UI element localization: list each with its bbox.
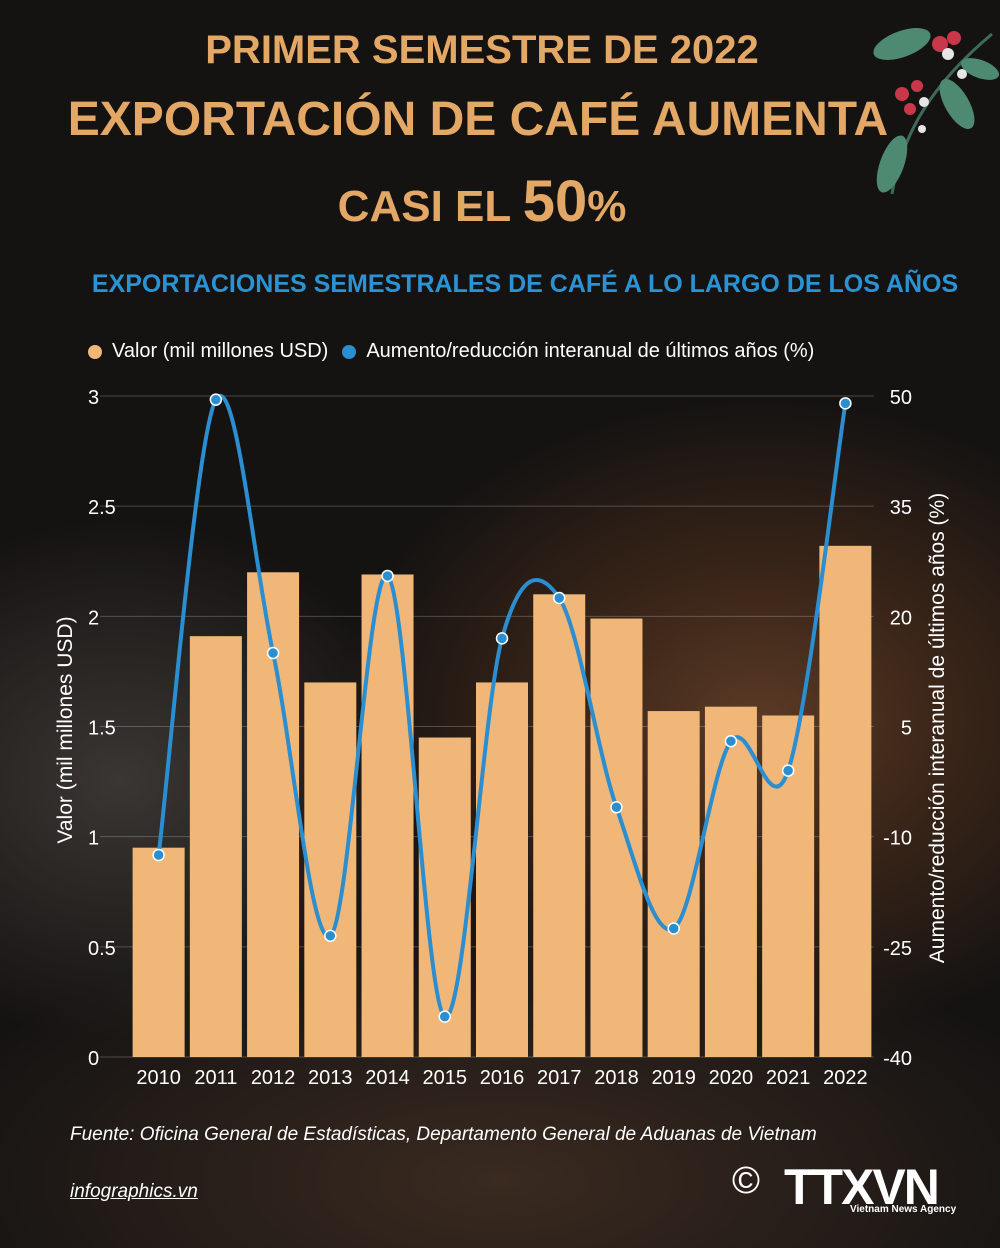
change-point-2021 — [781, 764, 795, 777]
y2-tick-label: 50 — [890, 387, 912, 409]
y-tick-label: 0 — [88, 1048, 99, 1070]
chart-legend: Valor (mil millones USD) Aumento/reducci… — [88, 340, 828, 363]
bar-2020 — [704, 706, 757, 1057]
change-point-2010 — [152, 848, 165, 862]
bar-2017 — [533, 594, 586, 1057]
change-point-2013 — [324, 929, 337, 943]
bar-2015 — [418, 737, 471, 1057]
y2-tick-label: 35 — [890, 497, 912, 519]
headline-line2: EXPORTACIÓN DE CAFÉ AUMENTA — [67, 93, 889, 146]
y2-tick-label: -10 — [883, 828, 912, 850]
legend-label-value: Valor (mil millones USD) — [112, 340, 329, 362]
change-point-2018 — [610, 801, 623, 814]
x-tick-label: 2017 — [537, 1067, 582, 1089]
legend-item-change: Aumento/reducción interanual de últimos … — [342, 340, 814, 363]
bar-2016 — [476, 682, 528, 1057]
coffee-branch-icon — [873, 28, 1000, 195]
y-tick-label: 1 — [88, 828, 99, 850]
headline-big-number: 50 — [522, 169, 588, 234]
x-tick-label: 2011 — [194, 1067, 237, 1089]
x-tick-label: 2019 — [651, 1067, 696, 1089]
change-point-2017 — [552, 591, 566, 605]
bar-2013 — [304, 682, 357, 1057]
legend-label-change: Aumento/reducción interanual de últimos … — [366, 340, 815, 362]
x-tick-label: 2018 — [594, 1067, 639, 1089]
y-tick-label: 0.5 — [88, 938, 116, 960]
x-tick-label: 2022 — [823, 1067, 868, 1089]
x-tick-label: 2014 — [365, 1067, 410, 1089]
y-tick-label: 1.5 — [88, 718, 116, 740]
headline-suffix: % — [587, 182, 627, 231]
legend-line-swatch — [342, 344, 357, 359]
y2-tick-label: 20 — [890, 607, 912, 629]
headline-prefix: CASI EL — [337, 182, 523, 231]
legend-item-value: Valor (mil millones USD) — [88, 340, 328, 363]
change-point-2022 — [839, 397, 852, 410]
x-tick-label: 2012 — [251, 1067, 296, 1089]
x-tick-label: 2013 — [308, 1067, 353, 1089]
x-tick-label: 2010 — [136, 1067, 181, 1089]
x-tick-label: 2015 — [423, 1067, 468, 1089]
change-point-2016 — [495, 632, 509, 645]
y-tick-label: 3 — [88, 387, 99, 409]
y2-tick-label: -40 — [883, 1048, 912, 1070]
ttxvn-logo: © TTXVN Vietnam News Agency — [732, 1158, 968, 1220]
x-tick-label: 2020 — [709, 1067, 754, 1089]
y-tick-label: 2.5 — [88, 497, 116, 519]
y2-tick-label: -25 — [883, 938, 912, 960]
bar-2011 — [189, 636, 242, 1057]
legend-bar-swatch — [88, 344, 102, 359]
bar-2022 — [819, 545, 872, 1057]
bar-2018 — [590, 618, 643, 1057]
change-point-2011 — [209, 393, 223, 406]
headline-line3: CASI EL 50% — [0, 168, 964, 235]
site-link[interactable]: infographics.vn — [70, 1181, 198, 1202]
x-tick-label: 2021 — [766, 1067, 811, 1089]
y-axis-title: Valor (mil millones USD) — [54, 616, 77, 843]
y-tick-label: 2 — [88, 607, 99, 629]
agency-name: Vietnam News Agency — [850, 1204, 957, 1215]
y2-tick-label: 5 — [901, 718, 912, 740]
chart-title: EXPORTACIONES SEMESTRALES DE CAFÉ A LO L… — [91, 270, 959, 298]
y2-axis-title: Aumento/reducción interanual de últimos … — [926, 493, 949, 963]
headline-line1: PRIMER SEMESTRE DE 2022 — [205, 28, 759, 72]
change-point-2012 — [266, 646, 280, 660]
x-tick-label: 2016 — [480, 1067, 525, 1089]
source-note: Fuente: Oficina General de Estadísticas,… — [70, 1124, 817, 1145]
copyright-symbol: © — [732, 1160, 760, 1202]
bar-2010 — [132, 847, 185, 1057]
change-point-2020 — [724, 734, 738, 748]
logo-text: TTXVN — [784, 1159, 940, 1215]
change-point-2014 — [381, 569, 394, 583]
change-point-2019 — [667, 922, 680, 935]
change-point-2015 — [438, 1010, 452, 1023]
